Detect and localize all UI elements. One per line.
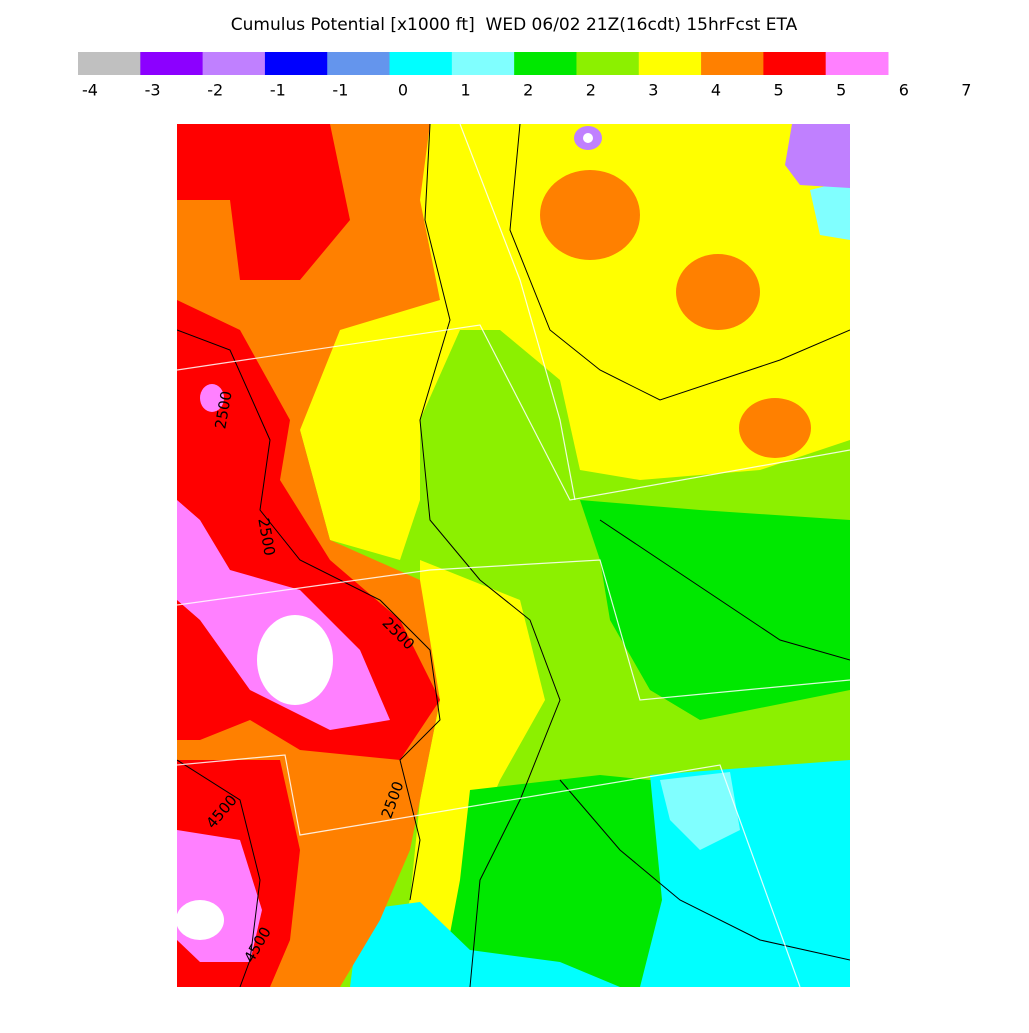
state-border <box>177 324 850 501</box>
white-region <box>177 900 224 940</box>
white-region <box>257 615 333 705</box>
colorbar-label: -1 <box>332 81 348 100</box>
colorbar-label: 6 <box>899 81 909 100</box>
contour-line <box>177 759 261 987</box>
contour-line <box>599 519 850 661</box>
purple-region <box>785 124 850 188</box>
colorbar-label: -4 <box>82 81 98 100</box>
colorbar-label: 7 <box>961 81 971 100</box>
green-region <box>580 500 850 720</box>
colorbar-label: 4 <box>711 81 721 100</box>
colorbar-label: 2 <box>586 81 596 100</box>
light-cyan-region <box>810 180 850 240</box>
pink-region <box>177 500 390 730</box>
orange-region <box>540 170 640 260</box>
colorbar-swatch <box>763 52 827 75</box>
colorbar-label: -1 <box>270 81 286 100</box>
colorbar-swatch <box>576 52 640 75</box>
cyan-region <box>350 902 620 987</box>
colorbar-swatch <box>451 52 515 75</box>
light-cyan-region <box>660 772 740 850</box>
colorbar-swatch <box>78 52 141 75</box>
colorbar-swatch <box>140 52 204 75</box>
colorbar-swatch <box>202 52 266 75</box>
green-region <box>440 775 720 987</box>
contour-line <box>177 329 441 901</box>
contour-line <box>509 124 850 401</box>
map-title: Cumulus Potential [x1000 ft] WED 06/02 2… <box>231 15 798 35</box>
colorbar-label: 0 <box>398 81 408 100</box>
orange-region <box>739 398 811 458</box>
state-border <box>177 754 801 987</box>
colorbar-label: -3 <box>145 81 161 100</box>
colorbar-swatch <box>701 52 764 75</box>
colorbar-swatch <box>638 52 702 75</box>
yellow-region <box>380 560 545 987</box>
red-region <box>177 124 350 280</box>
state-border <box>177 559 850 701</box>
colorbar-swatch <box>825 52 889 75</box>
colorbar-label: 5 <box>774 81 784 100</box>
colorbar-swatch <box>389 52 453 75</box>
colorbar-label: 2 <box>523 81 533 100</box>
colorbar-swatch <box>514 52 577 75</box>
colorbar-label: -2 <box>207 81 223 100</box>
yellow-region <box>290 124 850 560</box>
pink-region <box>200 384 224 412</box>
orange-region <box>676 254 760 330</box>
colorbar-swatch <box>264 52 328 75</box>
colorbar-label: 1 <box>461 81 471 100</box>
colorbar-label: 5 <box>836 81 846 100</box>
colorbar-swatch <box>327 52 391 75</box>
state-border <box>459 124 576 501</box>
contour-line <box>419 124 561 987</box>
contour-line <box>559 779 850 961</box>
white-region <box>583 133 593 143</box>
colorbar: -4 -3 -2 -1 -1 0 1 2 2 3 4 5 5 6 7 <box>78 52 971 100</box>
colorbar-label: 3 <box>648 81 658 100</box>
